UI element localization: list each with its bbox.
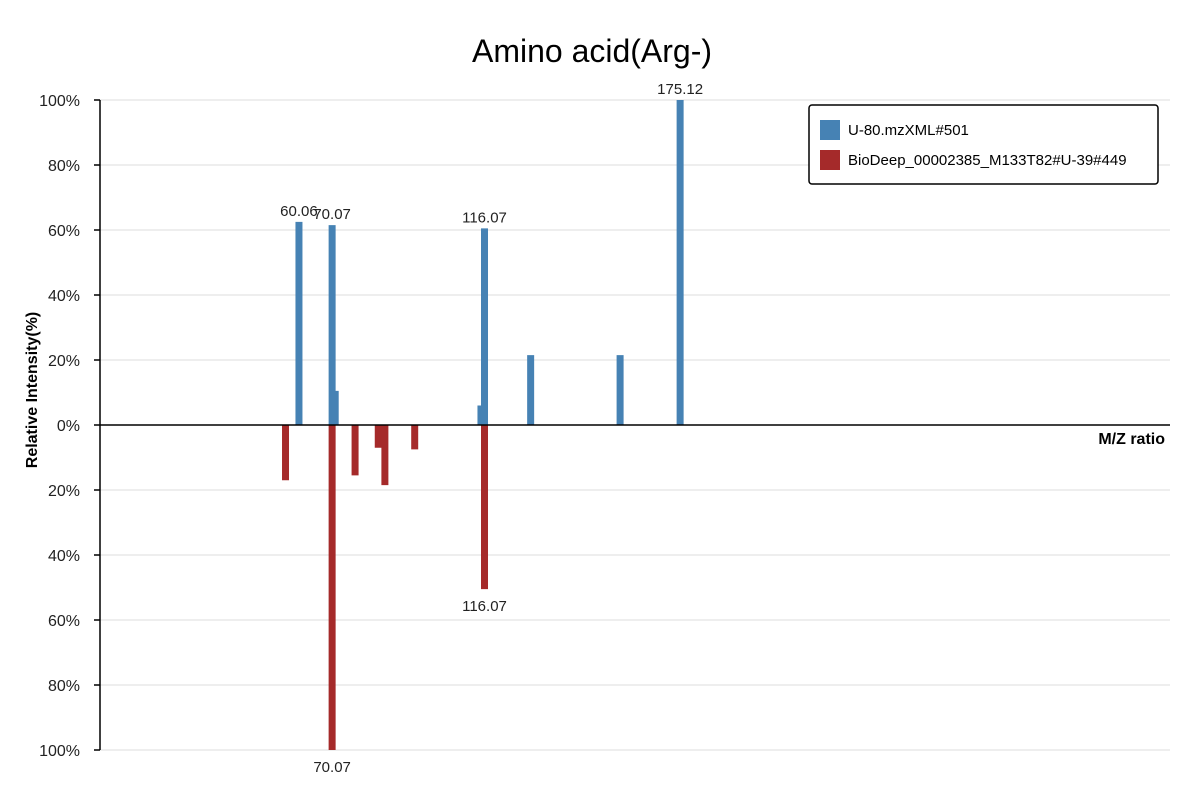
bar-down bbox=[411, 425, 419, 450]
y-tick-label: 100% bbox=[39, 93, 80, 110]
y-tick-label: 20% bbox=[48, 483, 80, 500]
bar-up bbox=[328, 225, 336, 425]
peak-label-down: 70.07 bbox=[313, 759, 351, 776]
x-axis-label: M/Z ratio bbox=[1098, 431, 1165, 448]
bar-up bbox=[676, 100, 684, 425]
y-tick-label: 60% bbox=[48, 613, 80, 630]
bar-down bbox=[328, 425, 336, 750]
y-tick-labels: 100% 80% 60% 40% 20% 0% 20% 40% 60% 80% 100% bbox=[39, 93, 80, 760]
bar-down bbox=[481, 425, 489, 590]
legend-box bbox=[808, 104, 1159, 185]
peak-label-up: 116.07 bbox=[462, 209, 507, 226]
legend-label-down: BioDeep_00002385_M133T82#U-39#449 bbox=[848, 152, 1127, 169]
peak-label-up: 60.06 bbox=[280, 203, 318, 220]
legend: U-80.mzXML#501 BioDeep_00002385_M133T82#… bbox=[808, 104, 1159, 185]
bar-down bbox=[381, 425, 389, 486]
grid-lines bbox=[94, 99, 1170, 751]
bar-up bbox=[481, 228, 489, 425]
series-down-bars bbox=[282, 425, 489, 750]
peak-label-down: 116.07 bbox=[462, 598, 507, 615]
y-tick-label: 100% bbox=[39, 743, 80, 760]
chart-title: Amino acid(Arg-) bbox=[472, 33, 712, 69]
bar-down bbox=[374, 425, 382, 448]
bar-up bbox=[616, 355, 624, 425]
bar-up bbox=[527, 355, 535, 425]
y-tick-label: 40% bbox=[48, 548, 80, 565]
legend-swatch-down bbox=[820, 150, 840, 170]
bar-up bbox=[477, 405, 485, 425]
y-tick-label: 60% bbox=[48, 223, 80, 240]
peak-label-up: 175.12 bbox=[657, 81, 703, 98]
bar-down bbox=[282, 425, 290, 481]
y-tick-label: 0% bbox=[57, 418, 80, 435]
y-tick-label: 80% bbox=[48, 678, 80, 695]
bar-up bbox=[295, 221, 303, 425]
legend-swatch-up bbox=[820, 120, 840, 140]
peak-label-up: 70.07 bbox=[313, 206, 351, 223]
bar-up bbox=[331, 390, 339, 425]
y-axis-label: Relative Intensity(%) bbox=[24, 312, 41, 468]
bar-down bbox=[351, 425, 359, 476]
y-tick-label: 40% bbox=[48, 288, 80, 305]
series-up-bars bbox=[295, 100, 684, 425]
legend-label-up: U-80.mzXML#501 bbox=[848, 122, 969, 139]
y-tick-label: 80% bbox=[48, 158, 80, 175]
y-tick-label: 20% bbox=[48, 353, 80, 370]
